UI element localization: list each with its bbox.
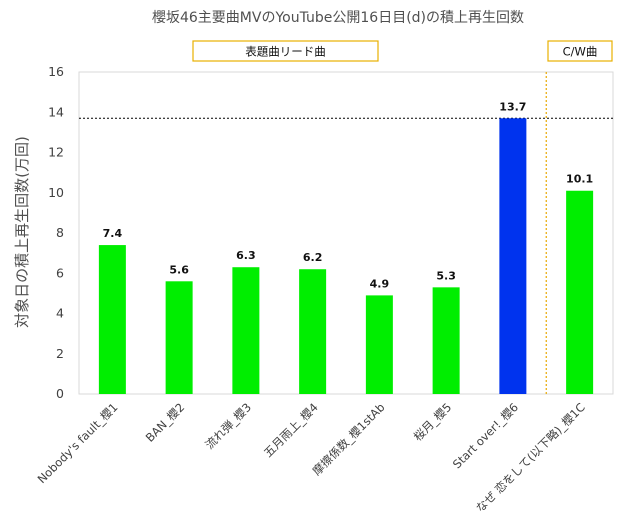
plot-area — [78, 71, 614, 395]
bar — [98, 245, 126, 394]
bars — [98, 118, 594, 394]
y-axis-label: 対象日の積上再生回数(万回) — [13, 136, 31, 328]
data-label: 10.1 — [566, 173, 593, 186]
y-tick-label: 0 — [56, 386, 64, 401]
data-label: 5.6 — [169, 263, 189, 276]
x-tick-label: 流れ弾_櫻3 — [202, 400, 254, 452]
data-label: 7.4 — [103, 227, 123, 240]
reference-layer — [79, 72, 613, 394]
x-tick-label: 桜月_櫻5 — [411, 400, 455, 444]
bar — [432, 287, 460, 394]
y-tick-label: 10 — [48, 185, 64, 200]
bar — [299, 269, 327, 394]
data-label: 13.7 — [499, 100, 526, 113]
x-tick-label: BAN_櫻2 — [143, 400, 188, 445]
data-label: 6.3 — [236, 249, 256, 262]
y-axis-ticks: 0 2 4 6 8 10 12 14 16 — [48, 64, 64, 401]
group-label: 表題曲リード曲 — [245, 45, 326, 59]
x-axis-labels: Nobody's fault_櫻1 BAN_櫻2 流れ弾_櫻3 五月雨上_櫻4摩擦係数… — [35, 400, 588, 515]
y-tick-label: 8 — [56, 225, 64, 240]
data-labels: 7.4 5.6 6.3 6.2 4.9 5.3 13.7 10.1 — [103, 100, 594, 290]
bar — [499, 118, 527, 394]
bar — [232, 267, 260, 394]
y-tick-label: 16 — [48, 64, 64, 79]
x-tick-label: Start over!_櫻6 — [450, 400, 521, 471]
y-tick-label: 6 — [56, 265, 64, 280]
y-tick-label: 14 — [48, 104, 64, 119]
data-label: 5.3 — [436, 269, 456, 282]
chart-title: 櫻坂46主要曲MVのYouTube公開16日目(d)の積上再生回数 — [152, 9, 524, 26]
x-tick-label: Nobody's fault_櫻1 — [35, 400, 121, 486]
y-tick-label: 12 — [48, 145, 64, 160]
data-label: 4.9 — [370, 277, 390, 290]
data-label: 6.2 — [303, 251, 323, 264]
group-label-box — [192, 40, 379, 62]
group-labels: 表題曲リード曲 C/W曲 — [192, 40, 613, 62]
bar — [165, 281, 193, 394]
x-tick-label: 五月雨上_櫻4 — [261, 400, 321, 460]
group-label-box — [547, 40, 613, 62]
x-tick-label: なぜ 恋をして(以下略)_櫻1C — [473, 400, 588, 515]
group-label: C/W曲 — [563, 45, 598, 59]
bar — [566, 190, 594, 394]
y-tick-label: 4 — [56, 306, 64, 321]
bar — [365, 295, 393, 394]
y-tick-label: 2 — [56, 346, 64, 361]
x-tick-label: 摩擦係数_櫻1stAb — [310, 400, 388, 478]
